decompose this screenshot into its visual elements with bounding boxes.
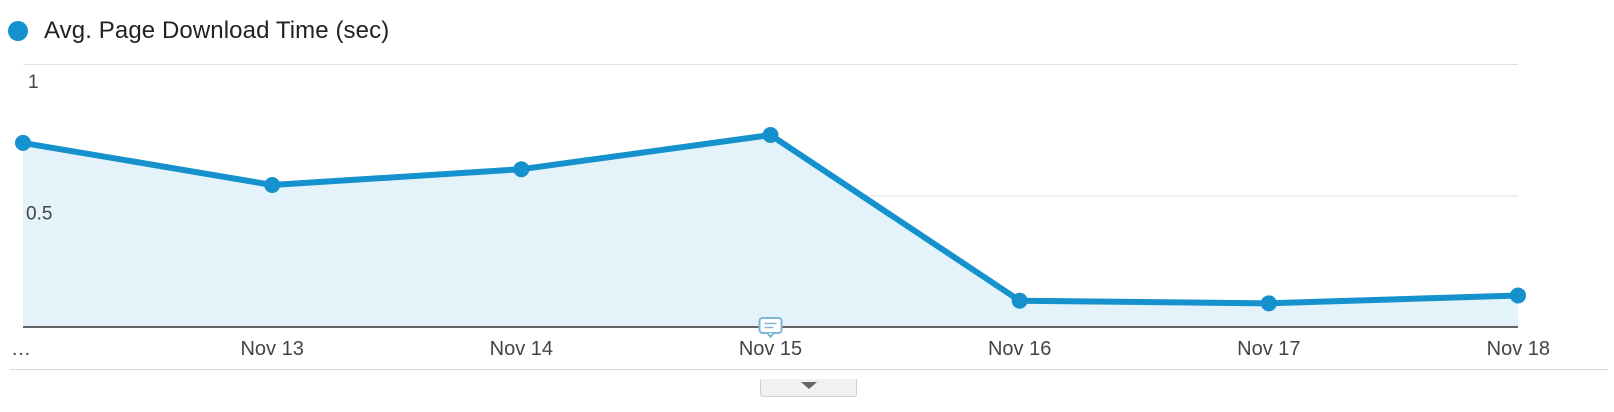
x-tick-label-3: Nov 15 [739,338,802,360]
y-tick-label-1: 0.5 [26,204,52,225]
data-point-4[interactable] [1011,292,1028,309]
area-fill-layer [23,135,1518,327]
legend-dot-icon [8,21,28,41]
y-axis-ticks: 10.5 [26,72,52,225]
data-point-3[interactable] [762,127,779,144]
comment-icon[interactable] [758,317,783,338]
annotation-marker[interactable] [758,317,783,338]
x-tick-label-4: Nov 16 [988,338,1051,360]
x-tick-label-6: Nov 18 [1487,338,1550,360]
data-point-2[interactable] [513,161,530,178]
chevron-down-icon [801,382,817,389]
series-area [23,135,1518,327]
legend-label: Avg. Page Download Time (sec) [44,17,390,44]
data-points[interactable] [15,127,1526,312]
data-point-1[interactable] [264,176,281,193]
x-axis-ticks: … Nov 13 Nov 14 Nov 15 Nov 16 Nov 17 Nov 18 [11,338,1550,360]
x-tick-label-5: Nov 17 [1237,338,1300,360]
data-point-6[interactable] [1510,287,1526,304]
legend: Avg. Page Download Time (sec) [8,14,389,48]
x-tick-label-0: … [11,338,31,360]
x-tick-label-2: Nov 14 [490,338,553,360]
data-point-0[interactable] [15,134,31,151]
x-tick-label-1: Nov 13 [240,338,303,360]
y-tick-label-0: 1 [28,72,39,93]
data-point-5[interactable] [1260,295,1277,312]
expand-chart-tab[interactable] [760,379,857,397]
